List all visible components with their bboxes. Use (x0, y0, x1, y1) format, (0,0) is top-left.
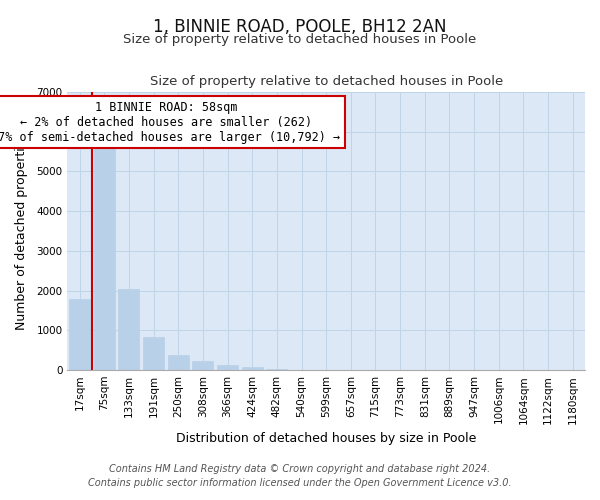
Bar (168, 356, 189, 370)
Text: Size of property relative to detached houses in Poole: Size of property relative to detached ho… (124, 32, 476, 46)
Text: 1, BINNIE ROAD, POOLE, BH12 2AN: 1, BINNIE ROAD, POOLE, BH12 2AN (153, 18, 447, 36)
X-axis label: Distribution of detached houses by size in Poole: Distribution of detached houses by size … (176, 432, 476, 445)
Bar (143, 337, 164, 370)
Bar (69, 298, 90, 370)
Y-axis label: Number of detached properties: Number of detached properties (15, 132, 28, 330)
Text: 1 BINNIE ROAD: 58sqm
← 2% of detached houses are smaller (262)
97% of semi-detac: 1 BINNIE ROAD: 58sqm ← 2% of detached ho… (0, 100, 340, 144)
Bar (217, 366, 238, 370)
Bar (193, 361, 214, 370)
Title: Size of property relative to detached houses in Poole: Size of property relative to detached ho… (149, 75, 503, 88)
Bar (94, 142, 115, 370)
Bar (118, 288, 139, 370)
Bar (266, 369, 287, 370)
Text: Contains HM Land Registry data © Crown copyright and database right 2024.
Contai: Contains HM Land Registry data © Crown c… (88, 464, 512, 487)
Bar (242, 368, 263, 370)
